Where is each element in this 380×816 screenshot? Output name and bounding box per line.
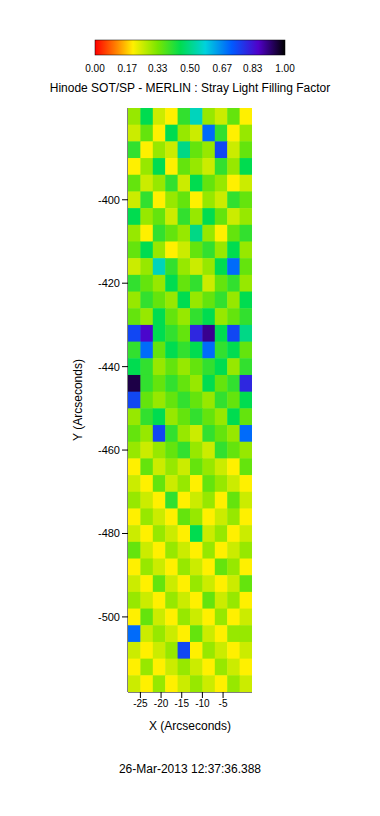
svg-text:-420: -420 bbox=[98, 277, 120, 289]
svg-text:-400: -400 bbox=[98, 194, 120, 206]
svg-text:-25: -25 bbox=[133, 698, 148, 709]
svg-text:-460: -460 bbox=[98, 444, 120, 456]
svg-text:-500: -500 bbox=[98, 611, 120, 623]
svg-text:-20: -20 bbox=[154, 698, 169, 709]
svg-text:X (Arcseconds): X (Arcseconds) bbox=[149, 719, 231, 733]
html-text:26-Mar-2013 12:37:36.388: 26-Mar-2013 12:37:36.388 bbox=[118, 762, 261, 776]
svg-text:-5: -5 bbox=[219, 698, 228, 709]
svg-text:0.17: 0.17 bbox=[118, 63, 138, 74]
svg-text:0.33: 0.33 bbox=[148, 63, 168, 74]
svg-text:-10: -10 bbox=[195, 698, 210, 709]
svg-text:-15: -15 bbox=[175, 698, 190, 709]
svg-text:-480: -480 bbox=[98, 527, 120, 539]
svg-text:Y (Arcseconds): Y (Arcseconds) bbox=[71, 359, 85, 441]
svg-text:0.00: 0.00 bbox=[85, 63, 105, 74]
svg-text:0.83: 0.83 bbox=[243, 63, 263, 74]
svg-text:1.00: 1.00 bbox=[275, 63, 295, 74]
svg-text:0.67: 0.67 bbox=[213, 63, 233, 74]
svg-text:-440: -440 bbox=[98, 361, 120, 373]
svg-text:0.50: 0.50 bbox=[180, 63, 200, 74]
svg-text:Hinode SOT/SP - MERLIN : Stray: Hinode SOT/SP - MERLIN : Stray Light Fil… bbox=[50, 81, 331, 95]
